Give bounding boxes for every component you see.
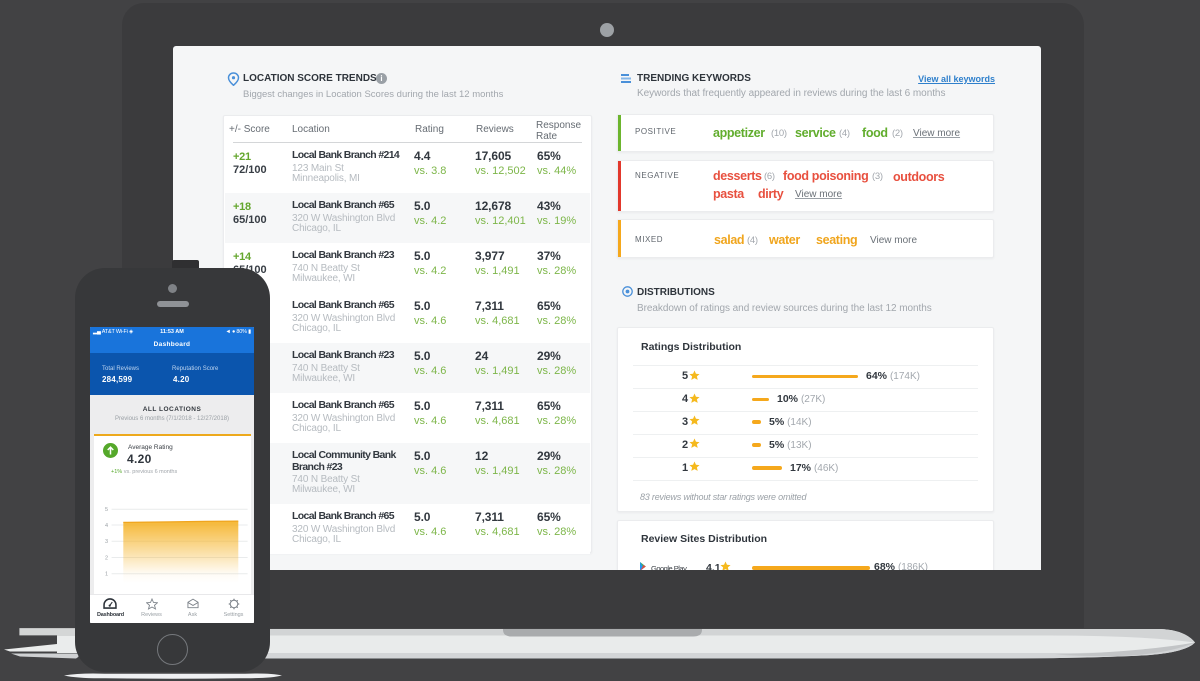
svg-text:1: 1 bbox=[105, 572, 108, 578]
svg-text:5: 5 bbox=[105, 507, 108, 513]
svg-text:3: 3 bbox=[105, 539, 108, 545]
svg-text:2: 2 bbox=[105, 556, 108, 562]
svg-text:4: 4 bbox=[105, 523, 108, 529]
